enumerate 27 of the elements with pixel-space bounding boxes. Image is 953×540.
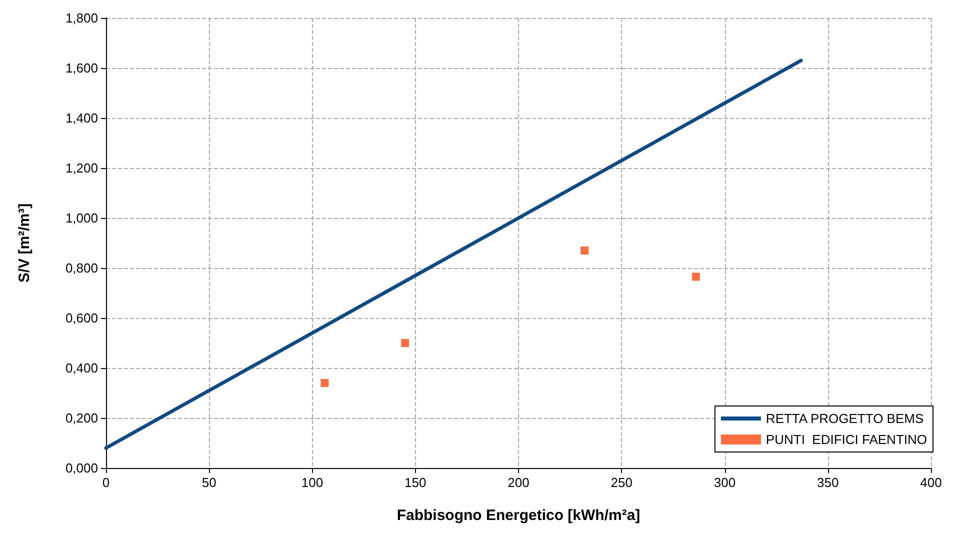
x-tick-label: 50 bbox=[202, 475, 216, 490]
x-tick-label: 400 bbox=[920, 475, 942, 490]
x-tick-label: 100 bbox=[301, 475, 324, 490]
y-tick-label: 0,800 bbox=[65, 260, 98, 276]
legend-label: RETTA PROGETTO BEMS bbox=[766, 411, 924, 426]
x-tick-label: 300 bbox=[714, 475, 736, 490]
y-tick-label: 0,400 bbox=[65, 360, 98, 376]
y-tick-label: 0,200 bbox=[65, 410, 98, 426]
point bbox=[580, 246, 588, 254]
y-tick-label: 0,600 bbox=[65, 310, 98, 326]
point bbox=[401, 339, 410, 347]
x-tick-label: 250 bbox=[610, 475, 632, 490]
x-axis-title: Fabbisogno Energetico [kWh/m²a] bbox=[396, 507, 640, 524]
y-tick-label: 0,000 bbox=[65, 460, 98, 476]
y-tick-label: 1,000 bbox=[65, 210, 98, 226]
x-tick-label: 150 bbox=[404, 475, 426, 490]
y-tick-label: 1,800 bbox=[65, 10, 98, 26]
point bbox=[692, 272, 700, 281]
x-tick-label: 350 bbox=[817, 475, 839, 490]
y-tick-label: 1,200 bbox=[65, 160, 98, 176]
y-axis-title: S/V [m²/m³] bbox=[16, 203, 33, 283]
legend-label: PUNTI EDIFICI FAENTINO bbox=[766, 432, 928, 447]
y-tick-label: 1,400 bbox=[65, 110, 98, 126]
x-tick-label: 0 bbox=[102, 475, 110, 490]
x-tick-label: 200 bbox=[508, 475, 530, 490]
point bbox=[320, 379, 329, 387]
y-tick-label: 1,600 bbox=[65, 60, 98, 76]
